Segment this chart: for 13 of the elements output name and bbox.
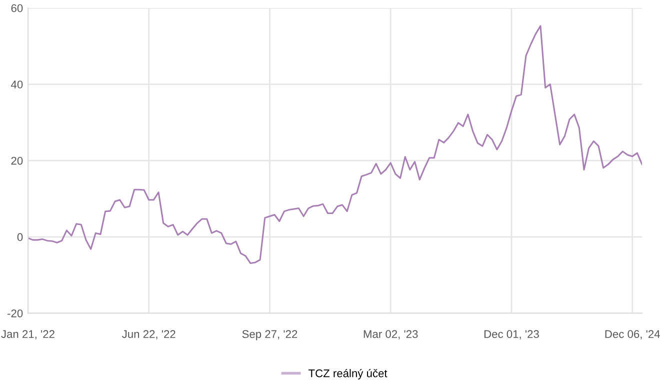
x-tick-label: Jan 21, '22 xyxy=(1,330,54,340)
x-tick-label: Mar 02, '23 xyxy=(364,330,418,340)
line-series xyxy=(28,25,642,264)
y-tick-label: -20 xyxy=(8,309,23,318)
x-tick-label: Dec 01, '23 xyxy=(484,330,539,340)
x-tick-label: Dec 06, '24 xyxy=(605,330,660,340)
y-tick-label: 40 xyxy=(11,80,23,88)
y-tick-label: 20 xyxy=(11,156,23,165)
y-tick-label: 0 xyxy=(17,233,23,242)
y-tick-label: 60 xyxy=(11,4,23,12)
x-tick-label: Jun 22, '22 xyxy=(122,330,176,340)
x-tick-label: Sep 27, '22 xyxy=(242,330,298,340)
legend-label: TCZ reálný účet xyxy=(308,368,388,380)
